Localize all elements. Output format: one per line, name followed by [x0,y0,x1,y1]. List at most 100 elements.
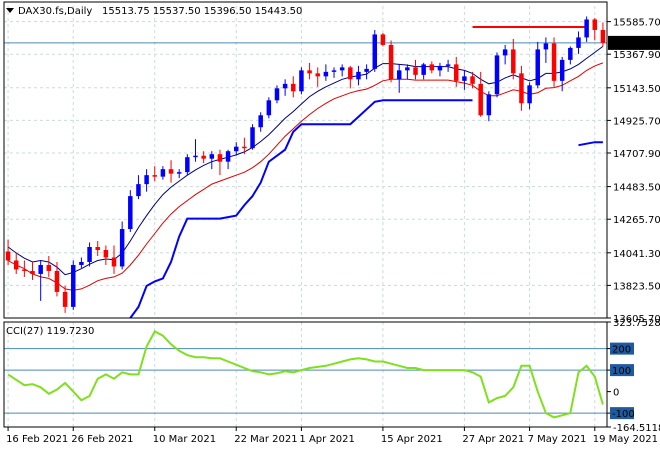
candle-body [5,251,11,261]
cci-tick-label: 0 [613,388,619,399]
candle-body [54,270,60,292]
candle-body [535,49,540,86]
candle-body [46,264,52,271]
price-grid [4,6,607,319]
candle-body [136,184,141,197]
candle-body [600,29,606,43]
ma-slow-line [7,62,604,291]
candle-body [185,157,190,173]
candle-body [380,34,386,45]
candle-body [462,76,467,81]
cci-tick-label: 200 [612,345,631,356]
candle-body [152,175,157,177]
cci-level-tag [610,407,634,420]
moving-averages [7,25,604,319]
candle-body [299,70,304,92]
candle-body [22,269,27,271]
candle-body [543,43,549,50]
cci-series [7,330,604,419]
current-price-label: 15443.50 [611,39,659,50]
candle-body [193,155,198,158]
candle-body [30,270,35,274]
price-tick-label: 14925.70 [613,116,660,127]
candle-body [348,67,353,80]
candle-body [413,67,418,75]
candle-body [502,49,508,56]
candle-body [421,64,426,75]
candle-body [396,70,402,80]
candles [5,16,606,313]
candle-body [128,196,133,230]
candle-body [307,70,312,74]
current-price-tag [608,35,660,50]
candle-body [258,115,263,128]
price-panel-frame [3,1,608,319]
candle-body [511,49,516,74]
candle-body [242,146,247,149]
candle-body [250,127,255,149]
time-tick-label: 10 Mar 2021 [153,434,216,445]
candle-body [95,247,100,250]
candle-body [519,73,524,104]
candle-body [62,291,68,307]
candle-body [217,154,223,162]
ma-fast-line [7,45,604,276]
candle-body [119,229,125,267]
candle-body [79,261,84,265]
price-tick-label: 14483.50 [613,183,660,194]
cci-tick-label: 100 [612,366,631,377]
price-tick-label: 13605.70 [613,314,660,325]
candle-body [209,154,215,159]
price-tick-label: 13823.50 [613,281,660,292]
candle-body [282,83,288,89]
cci-panel-frame [3,321,608,428]
cci-level-tag [610,364,634,377]
candle-body [87,247,92,262]
candle-body [388,44,394,80]
candle-body [111,257,117,267]
time-tick-label: 1 Apr 2021 [299,434,354,445]
cci-tick-label: 323.7528 [613,318,660,329]
chart-symbol: DAX30.fs,Daily [18,6,92,17]
candle-body [266,100,272,116]
candle-body [527,85,532,104]
time-tick-label: 15 Apr 2021 [381,434,443,445]
candle-body [291,83,296,92]
time-tick-label: 16 Feb 2021 [6,434,68,445]
candle-body [478,83,483,116]
candle-body [160,169,166,177]
candle-body [168,169,174,174]
candle-body [372,34,378,69]
candle-body [331,70,337,72]
candle-body [592,19,598,30]
time-tick-label: 7 May 2021 [528,434,587,445]
candle-body [551,43,557,81]
candle-body [103,249,109,258]
price-tick-label: 15367.90 [613,50,660,61]
candle-body [559,59,565,81]
candle-body [323,71,329,77]
candle-body [274,88,280,101]
candle-body [445,64,451,66]
candle-body [144,175,149,185]
price-tick-label: 14707.90 [613,149,660,160]
cci-line [7,330,604,419]
candle-body [176,172,182,174]
price-tick-label: 14041.30 [613,249,660,260]
candle-body [201,155,206,159]
candle-body [454,64,459,81]
cci-level-tag [610,342,634,355]
candle-body [364,68,369,72]
cci-tick-label: -164.5118 [613,423,660,434]
candle-body [339,67,345,71]
chart-menu-triangle-icon[interactable] [6,8,14,13]
axis-labels: 15585.70 15367.90 15143.50 14925.70 14707.90… [6,18,660,445]
time-tick-label: 27 Apr 2021 [462,434,524,445]
time-tick-label: 19 May 2021 [593,434,658,445]
ohlc-values: 15513.75 15537.50 15396.50 15443.50 [102,6,302,17]
trailing-stop-line [129,99,603,319]
candle-body [71,264,76,307]
candle-body [576,37,581,48]
candle-body [405,67,410,71]
